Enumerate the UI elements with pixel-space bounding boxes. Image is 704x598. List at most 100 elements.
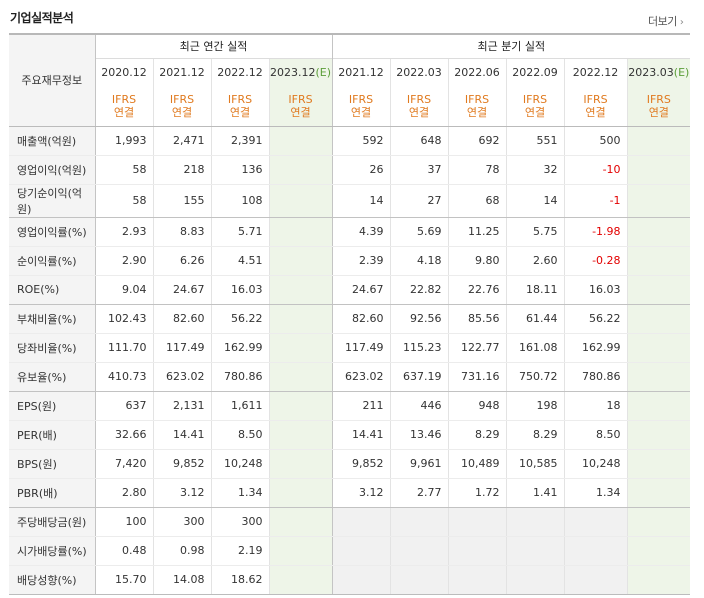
annual-value: 102.43 [94, 304, 153, 334]
period-label: 2020.12 [101, 65, 147, 79]
quarterly-value: -10 [563, 155, 628, 185]
annual-value [268, 155, 333, 185]
row-label: 유보율(%) [9, 362, 95, 392]
annual-value: 108 [210, 184, 269, 218]
quarterly-value: 10,489 [447, 449, 507, 479]
ifrs-line1: IFRS [288, 92, 313, 106]
quarterly-value: 22.82 [389, 275, 449, 305]
quarterly-value: 10,248 [563, 449, 628, 479]
annual-value [268, 362, 333, 392]
annual-value: 2.93 [94, 217, 153, 247]
quarterly-value: 18.11 [505, 275, 565, 305]
annual-value [268, 449, 333, 479]
quarterly-value: 32 [505, 155, 565, 185]
quarterly-value: 211 [331, 391, 391, 421]
quarterly-value [626, 478, 691, 508]
annual-value: 3.12 [152, 478, 211, 508]
annual-value: 1,611 [210, 391, 269, 421]
row-label: 영업이익률(%) [9, 217, 95, 247]
annual-value: 218 [152, 155, 211, 185]
table-row: 주당배당금(원) 100 300 300 [9, 507, 691, 537]
ifrs-line2: 연결 [466, 105, 488, 119]
annual-value: 1,993 [94, 126, 153, 156]
quarterly-value: 115.23 [389, 333, 449, 363]
ifrs-label: IFRS 연결 [389, 86, 449, 127]
table-row: ROE(%) 9.04 24.67 16.03 24.67 22.82 22.76 18.11… [9, 275, 691, 305]
quarterly-value [505, 536, 565, 566]
quarterly-value [331, 536, 391, 566]
quarterly-value: 16.03 [563, 275, 628, 305]
row-label: BPS(원) [9, 449, 95, 479]
annual-value: 16.03 [210, 275, 269, 305]
annual-value: 2,471 [152, 126, 211, 156]
period-quarterly: 2022.03 [389, 57, 449, 86]
quarterly-value: 1.41 [505, 478, 565, 508]
quarterly-value: 27 [389, 184, 449, 218]
quarterly-value: 8.29 [447, 420, 507, 450]
quarterly-value: 2.39 [331, 246, 391, 276]
quarterly-value [626, 304, 691, 334]
more-link[interactable]: 더보기 › [648, 13, 684, 29]
period-label: 2021.12 [159, 65, 205, 79]
period-annual: 2020.12 [94, 57, 153, 86]
quarterly-value: 18 [563, 391, 628, 421]
annual-value [268, 246, 333, 276]
quarterly-value: 56.22 [563, 304, 628, 334]
annual-value: 300 [210, 507, 269, 537]
period-quarterly: 2023.03(E) [626, 57, 691, 86]
quarterly-value: 4.18 [389, 246, 449, 276]
ifrs-line1: IFRS [522, 92, 548, 106]
annual-value: 111.70 [94, 333, 153, 363]
table-row: EPS(원) 637 2,131 1,611 211 446 948 198 18 [9, 391, 691, 421]
row-label: 당기순이익(억원) [9, 184, 95, 218]
annual-value [268, 184, 333, 218]
quarterly-value: 117.49 [331, 333, 391, 363]
quarterly-value [389, 565, 449, 595]
quarterly-value: 9.80 [447, 246, 507, 276]
ifrs-label: IFRS 연결 [447, 86, 507, 127]
quarterly-value: 3.12 [331, 478, 391, 508]
row-label: 매출액(억원) [9, 126, 95, 156]
quarterly-value [626, 217, 691, 247]
period-label: 2022.06 [454, 65, 500, 79]
quarterly-value [626, 246, 691, 276]
annual-value: 780.86 [210, 362, 269, 392]
table-row: PER(배) 32.66 14.41 8.50 14.41 13.46 8.29 8.29 8.… [9, 420, 691, 450]
row-label: 순이익률(%) [9, 246, 95, 276]
estimate-mark: (E) [315, 65, 332, 79]
ifrs-line1: IFRS [111, 92, 137, 106]
ifrs-line2: 연결 [648, 105, 669, 119]
quarterly-value: 37 [389, 155, 449, 185]
annual-value: 136 [210, 155, 269, 185]
annual-value: 1.34 [210, 478, 269, 508]
annual-value: 8.83 [152, 217, 211, 247]
annual-value: 8.50 [210, 420, 269, 450]
annual-value: 24.67 [152, 275, 211, 305]
annual-value: 56.22 [210, 304, 269, 334]
ifrs-line2: 연결 [350, 105, 372, 119]
quarterly-value: 8.50 [563, 420, 628, 450]
quarterly-value: 198 [505, 391, 565, 421]
annual-value: 410.73 [94, 362, 153, 392]
annual-value: 117.49 [152, 333, 211, 363]
annual-value [268, 478, 333, 508]
section-title: 기업실적분석 [10, 11, 74, 25]
quarterly-value [626, 126, 691, 156]
table-row: BPS(원) 7,420 9,852 10,248 9,852 9,961 10,489 10… [9, 449, 691, 479]
annual-value: 2.19 [210, 536, 269, 566]
quarterly-header: 최근 분기 실적 [331, 33, 691, 58]
ifrs-line2: 연결 [229, 105, 251, 119]
quarterly-value: 92.56 [389, 304, 449, 334]
more-label: 더보기 [648, 15, 677, 28]
quarterly-value: 2.77 [389, 478, 449, 508]
annual-value: 9,852 [152, 449, 211, 479]
ifrs-line2: 연결 [290, 105, 311, 119]
quarterly-value: 14 [331, 184, 391, 218]
row-label: ROE(%) [9, 275, 95, 305]
quarterly-value: 500 [563, 126, 628, 156]
annual-value: 14.41 [152, 420, 211, 450]
quarterly-value: 13.46 [389, 420, 449, 450]
ifrs-label: IFRS 연결 [94, 86, 153, 127]
ifrs-label: IFRS 연결 [505, 86, 565, 127]
annual-value [268, 565, 333, 595]
